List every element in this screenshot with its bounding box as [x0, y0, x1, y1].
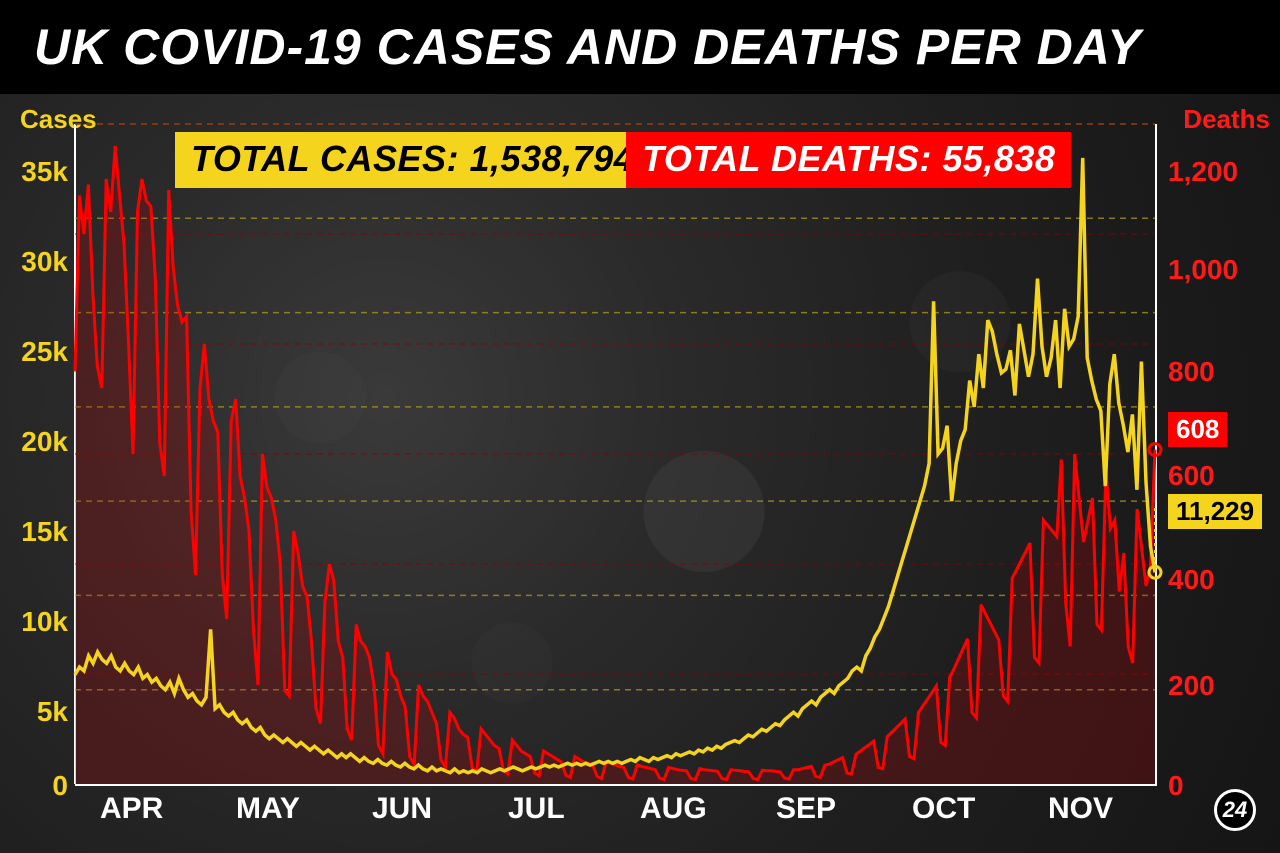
end-cases-label: 11,229 — [1168, 494, 1262, 529]
publisher-logo: 24 — [1214, 789, 1256, 831]
end-deaths-label: 608 — [1168, 412, 1227, 447]
plot-svg — [0, 94, 1280, 853]
total-cases-badge: TOTAL CASES: 1,538,794 — [175, 132, 650, 188]
chart-area: Cases Deaths 35k 30k 25k 20k 15k 10k 5k … — [0, 94, 1280, 853]
chart-title: UK COVID-19 CASES AND DEATHS PER DAY — [34, 18, 1141, 76]
total-deaths-badge: TOTAL DEATHS: 55,838 — [626, 132, 1071, 188]
page-root: UK COVID-19 CASES AND DEATHS PER DAY Cas… — [0, 0, 1280, 853]
title-bar: UK COVID-19 CASES AND DEATHS PER DAY — [0, 0, 1280, 94]
